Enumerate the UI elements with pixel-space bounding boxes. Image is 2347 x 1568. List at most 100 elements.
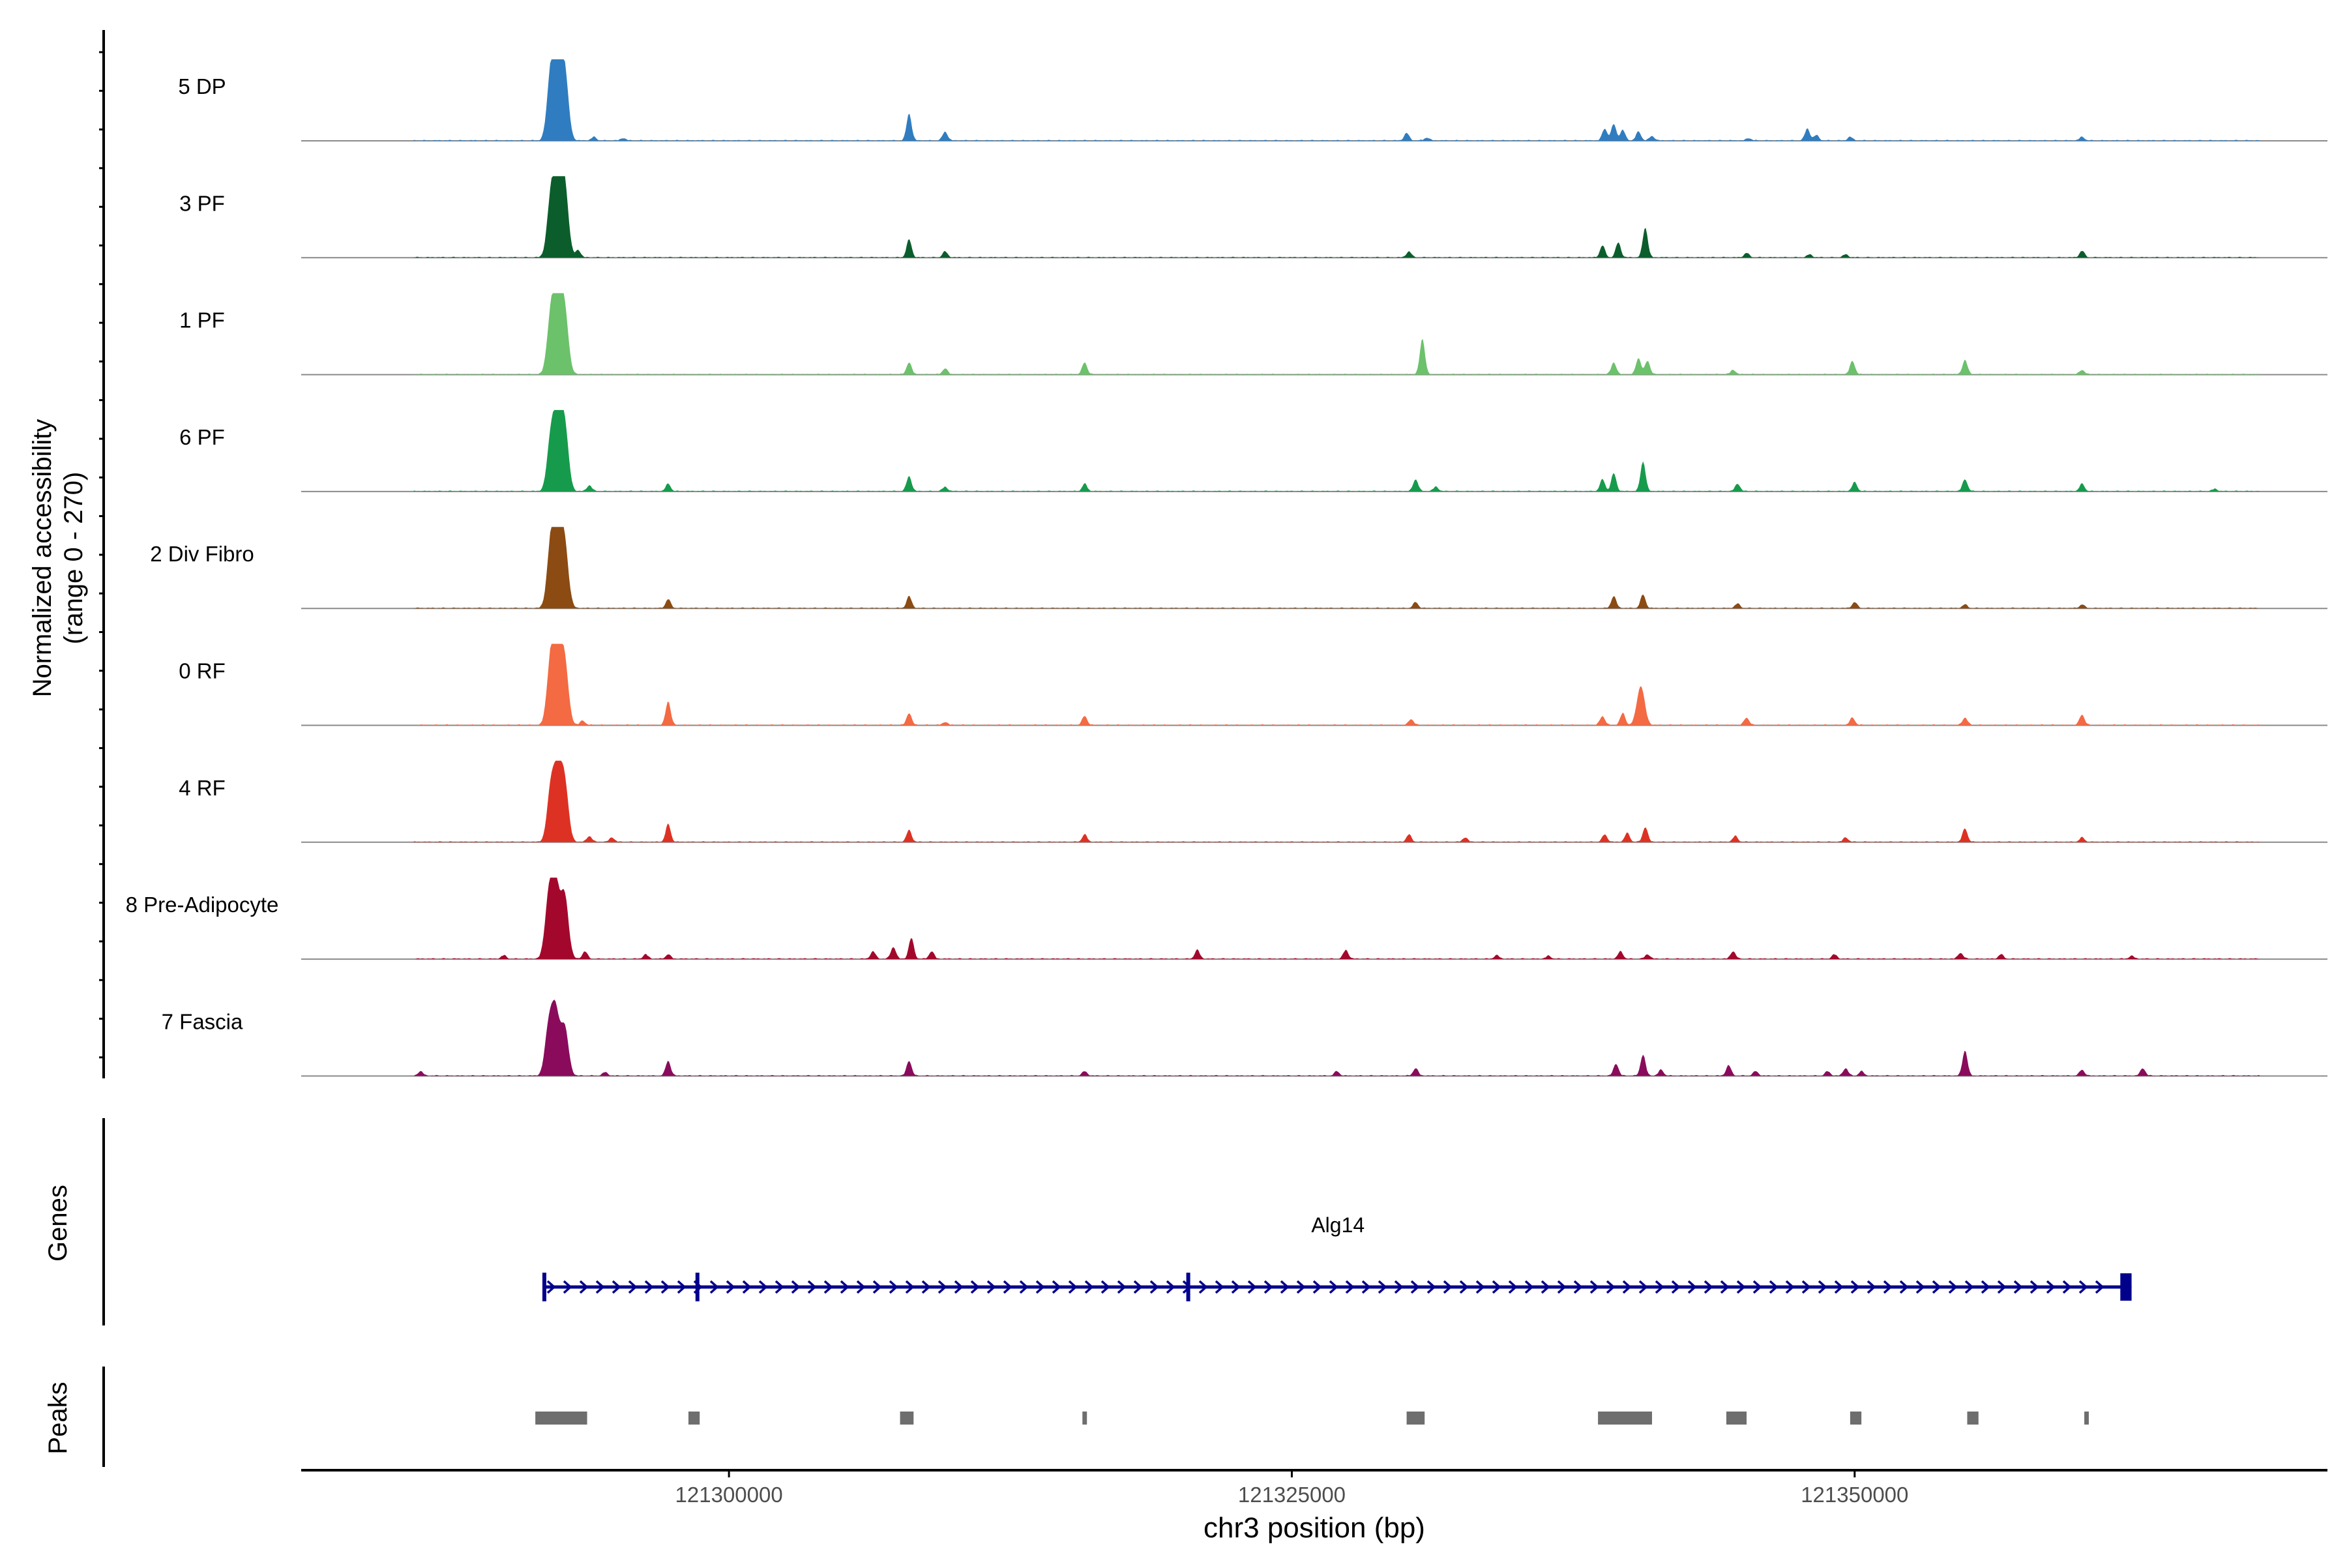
gene-strand-arrow (1997, 1280, 2007, 1294)
peak-region (688, 1412, 700, 1425)
gene-strand-arrow (1606, 1280, 1616, 1294)
track-label: 8 Pre-Adipocyte (126, 893, 279, 917)
peak-region (900, 1412, 914, 1425)
peak-region (1598, 1412, 1652, 1425)
gene-strand-arrow (807, 1280, 817, 1294)
gene-strand-arrow (1019, 1280, 1029, 1294)
gene-strand-arrow (1410, 1280, 1420, 1294)
gene-name-label: Alg14 (1311, 1213, 1365, 1237)
peak-region (1850, 1412, 1862, 1425)
track-label: 3 PF (179, 191, 225, 215)
gene-strand-arrow (1964, 1280, 1974, 1294)
gene-strand-arrow (954, 1280, 964, 1294)
gene-strand-arrow (1035, 1280, 1045, 1294)
gene-strand-arrow (1720, 1280, 1730, 1294)
track-label: 5 DP (178, 74, 226, 98)
gene-strand-arrow (2095, 1280, 2104, 1294)
track-label: 4 RF (179, 776, 226, 800)
gene-strand-arrow (1198, 1280, 1208, 1294)
gene-strand-arrow (1818, 1280, 1827, 1294)
gene-strand-arrow (563, 1280, 572, 1294)
coverage-y-ticks (99, 51, 104, 1059)
gene-strand-arrow (1687, 1280, 1697, 1294)
gene-strand-arrow (1508, 1280, 1518, 1294)
track-8: 7 Fascia (162, 999, 2327, 1077)
gene-strand-arrow (612, 1280, 621, 1294)
gene-strand-arrow (628, 1280, 638, 1294)
gene-strand-arrow (1443, 1280, 1453, 1294)
peak-region (1726, 1412, 1747, 1425)
gene-strand-arrow (1426, 1280, 1436, 1294)
gene-strand-arrow (1361, 1280, 1371, 1294)
gene-strand-arrow (1589, 1280, 1599, 1294)
x-axis-ticks: 121300000 121325000 121350000 (675, 1470, 1908, 1507)
gene-strand-arrow (579, 1280, 589, 1294)
y-axis-title-line2: (range 0 - 270) (59, 472, 88, 645)
gene-strand-arrow (1394, 1280, 1404, 1294)
gene-strand-arrow (1084, 1280, 1094, 1294)
gene-strand-arrow (1899, 1280, 1909, 1294)
gene-strand-arrow (1345, 1280, 1355, 1294)
y-axis-title-line1: Normalized accessibility (28, 419, 57, 698)
track-2: 1 PF (179, 293, 2327, 376)
coverage-tracks: 5 DP 3 PF 1 PF 6 PF 2 Div Fibro 0 RF 4 RF 8 Pre… (126, 59, 2327, 1077)
gene-strand-arrow (1671, 1280, 1681, 1294)
gene-strand-arrow (660, 1280, 670, 1294)
gene-strand-arrow (1834, 1280, 1844, 1294)
track-4: 2 Div Fibro (150, 527, 2327, 610)
gene-strand-arrow (1492, 1280, 1501, 1294)
gene-strand-arrow (1769, 1280, 1779, 1294)
x-axis-title: chr3 position (bp) (1203, 1512, 1425, 1544)
track-label: 1 PF (179, 308, 225, 333)
gene-strand-arrow (1655, 1280, 1664, 1294)
gene-strand-arrow (726, 1280, 735, 1294)
gene-track: Alg14 (542, 1213, 2132, 1301)
gene-strand-arrow (1312, 1280, 1322, 1294)
x-tick-label: 121350000 (1801, 1483, 1908, 1507)
gene-strand-arrow (1475, 1280, 1485, 1294)
gene-strand-arrow (1622, 1280, 1632, 1294)
gene-strand-arrow (644, 1280, 654, 1294)
gene-strand-arrow (1932, 1280, 1941, 1294)
track-6: 4 RF (179, 760, 2327, 843)
gene-strand-arrow (840, 1280, 849, 1294)
gene-strand-arrow (1638, 1280, 1648, 1294)
gene-strand-arrow (986, 1280, 996, 1294)
gene-strand-arrow (677, 1280, 686, 1294)
track-label: 0 RF (179, 659, 226, 683)
gene-strand-arrow (1557, 1280, 1567, 1294)
peak-region (535, 1412, 587, 1425)
peak-regions-track (535, 1412, 2089, 1425)
gene-strand-arrow (1541, 1280, 1550, 1294)
peak-region (1406, 1412, 1425, 1425)
track-label: 7 Fascia (162, 1009, 243, 1033)
gene-strand-arrow (2062, 1280, 2072, 1294)
gene-strand-arrow (1100, 1280, 1110, 1294)
gene-strand-arrow (1459, 1280, 1469, 1294)
gene-strand-arrow (595, 1280, 605, 1294)
gene-strand-arrow (1280, 1280, 1290, 1294)
gene-end-exon (2120, 1273, 2132, 1301)
peak-region (1967, 1412, 1979, 1425)
gene-strand-arrow (1948, 1280, 1958, 1294)
peak-region (2084, 1412, 2089, 1425)
track-label: 6 PF (179, 425, 225, 449)
gene-strand-arrow (889, 1280, 898, 1294)
peak-region (1082, 1412, 1087, 1425)
gene-strand-arrow (1704, 1280, 1713, 1294)
gene-strand-arrow (2046, 1280, 2056, 1294)
gene-strand-arrow (1133, 1280, 1143, 1294)
gene-strand-arrow (709, 1280, 719, 1294)
gene-strand-arrow (1801, 1280, 1811, 1294)
gene-strand-arrow (1883, 1280, 1893, 1294)
gene-strand-arrow (1296, 1280, 1306, 1294)
track-label: 2 Div Fibro (150, 542, 254, 566)
gene-strand-arrow (2030, 1280, 2039, 1294)
gene-strand-arrow (2013, 1280, 2023, 1294)
gene-strand-arrow (1247, 1280, 1257, 1294)
gene-strand-arrow (1736, 1280, 1746, 1294)
x-tick-label: 121325000 (1238, 1483, 1346, 1507)
